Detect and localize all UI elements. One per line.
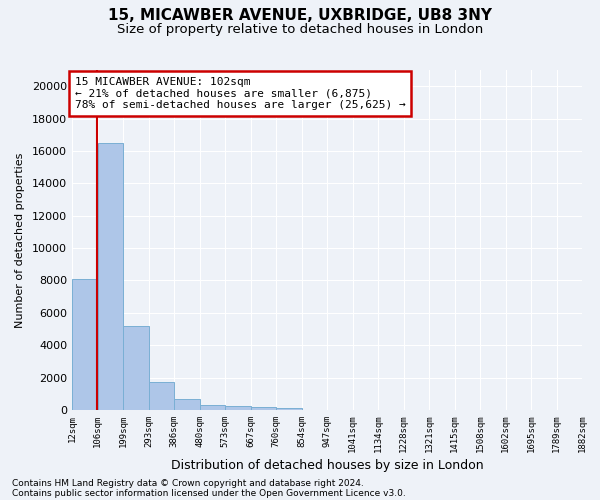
Bar — [174, 398, 200, 410]
Bar — [251, 407, 276, 410]
Text: 15 MICAWBER AVENUE: 102sqm
← 21% of detached houses are smaller (6,875)
78% of s: 15 MICAWBER AVENUE: 102sqm ← 21% of deta… — [74, 77, 406, 110]
X-axis label: Distribution of detached houses by size in London: Distribution of detached houses by size … — [170, 460, 484, 472]
Bar — [225, 406, 251, 410]
Bar — [149, 382, 174, 410]
Text: 15, MICAWBER AVENUE, UXBRIDGE, UB8 3NY: 15, MICAWBER AVENUE, UXBRIDGE, UB8 3NY — [108, 8, 492, 22]
Text: Contains public sector information licensed under the Open Government Licence v3: Contains public sector information licen… — [12, 488, 406, 498]
Y-axis label: Number of detached properties: Number of detached properties — [15, 152, 25, 328]
Bar — [276, 408, 302, 410]
Bar — [98, 143, 123, 410]
Bar — [72, 279, 98, 410]
Bar — [123, 326, 149, 410]
Text: Size of property relative to detached houses in London: Size of property relative to detached ho… — [117, 22, 483, 36]
Text: Contains HM Land Registry data © Crown copyright and database right 2024.: Contains HM Land Registry data © Crown c… — [12, 478, 364, 488]
Bar — [200, 404, 225, 410]
